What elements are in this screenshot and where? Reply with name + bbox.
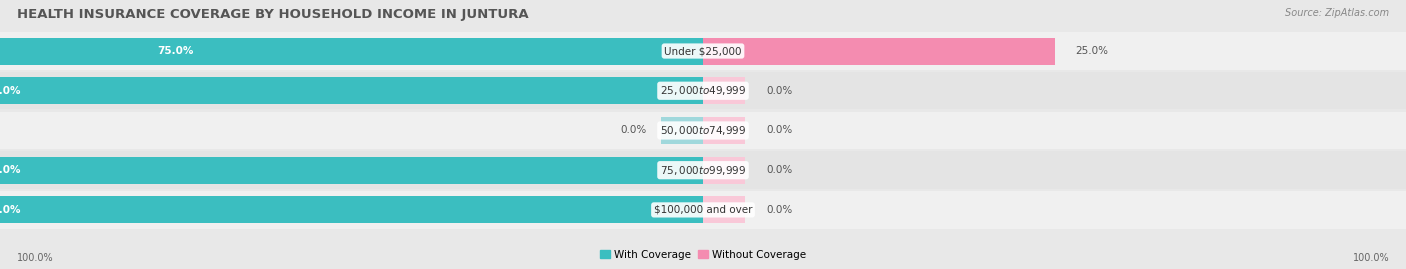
Bar [0, 157, 703, 184]
Text: 100.0%: 100.0% [0, 86, 21, 96]
Bar [0, 196, 703, 223]
Text: Source: ZipAtlas.com: Source: ZipAtlas.com [1285, 8, 1389, 18]
Text: 75.0%: 75.0% [157, 46, 194, 56]
Text: $100,000 and over: $100,000 and over [654, 205, 752, 215]
Text: 0.0%: 0.0% [620, 125, 647, 136]
Text: 100.0%: 100.0% [0, 205, 21, 215]
Bar [0, 77, 703, 104]
Text: $50,000 to $74,999: $50,000 to $74,999 [659, 124, 747, 137]
Text: 0.0%: 0.0% [766, 205, 793, 215]
Text: $25,000 to $49,999: $25,000 to $49,999 [659, 84, 747, 97]
Text: HEALTH INSURANCE COVERAGE BY HOUSEHOLD INCOME IN JUNTURA: HEALTH INSURANCE COVERAGE BY HOUSEHOLD I… [17, 8, 529, 21]
Text: 0.0%: 0.0% [766, 86, 793, 96]
Bar [703, 77, 745, 104]
Bar [703, 157, 745, 184]
Bar [703, 38, 1054, 65]
Text: 100.0%: 100.0% [17, 253, 53, 263]
Text: 25.0%: 25.0% [1076, 46, 1108, 56]
Text: 100.0%: 100.0% [0, 165, 21, 175]
Bar [703, 117, 745, 144]
Text: 0.0%: 0.0% [766, 165, 793, 175]
Text: $75,000 to $99,999: $75,000 to $99,999 [659, 164, 747, 177]
Bar [0, 38, 703, 65]
Bar [703, 196, 745, 223]
Legend: With Coverage, Without Coverage: With Coverage, Without Coverage [596, 245, 810, 264]
Text: 100.0%: 100.0% [1353, 253, 1389, 263]
Text: 0.0%: 0.0% [766, 125, 793, 136]
Bar [661, 117, 703, 144]
Text: Under $25,000: Under $25,000 [664, 46, 742, 56]
